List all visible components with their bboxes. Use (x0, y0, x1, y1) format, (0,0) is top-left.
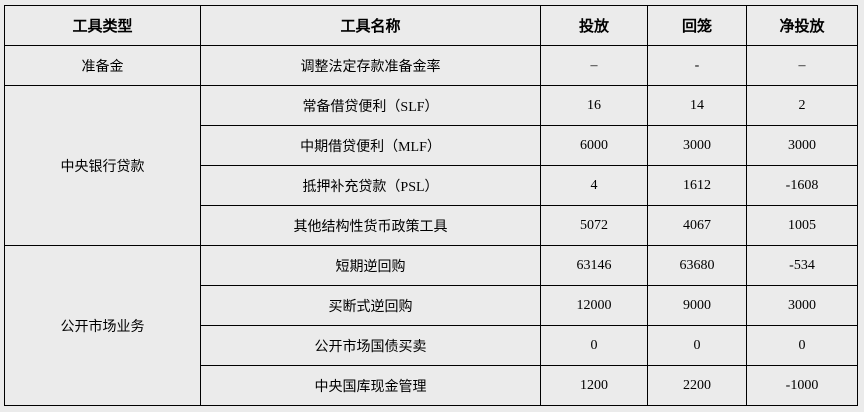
tool-name-cell: 抵押补充贷款（PSL） (200, 165, 541, 206)
net-cell: 0 (746, 325, 858, 366)
table-row: 抵押补充贷款（PSL） 4 1612 -1608 (5, 165, 858, 206)
table-row: 公开市场国债买卖 0 0 0 (5, 325, 858, 366)
tool-name-cell: 中央国库现金管理 (200, 365, 541, 406)
tool-name-cell: 其他结构性货币政策工具 (200, 205, 541, 246)
withdraw-cell: 9000 (647, 285, 747, 326)
header-row: 工具类型 工具名称 投放 回笼 净投放 (4, 5, 858, 46)
tool-name-cell: 公开市场国债买卖 (200, 325, 541, 366)
header-withdraw: 回笼 (647, 5, 747, 46)
withdraw-cell: 4067 (647, 205, 747, 246)
tool-name-cell: 常备借贷便利（SLF） (200, 85, 541, 126)
net-cell: 3000 (746, 125, 858, 166)
table-row: 中央银行贷款 常备借贷便利（SLF） 16 14 2 (4, 85, 858, 246)
put-cell: 12000 (540, 285, 648, 326)
withdraw-cell: 0 (647, 325, 747, 366)
net-cell: 1005 (746, 205, 858, 246)
put-cell: 63146 (540, 245, 648, 286)
table-row: 中央国库现金管理 1200 2200 -1000 (5, 365, 858, 406)
put-cell: 6000 (540, 125, 648, 166)
table-row: 其他结构性货币政策工具 5072 4067 1005 (5, 205, 858, 246)
policy-tools-table: 工具类型 工具名称 投放 回笼 净投放 准备金 调整法定存款准备金率 – - – 中央银行… (4, 5, 858, 406)
put-cell: 1200 (540, 365, 648, 406)
net-cell: -534 (746, 245, 858, 286)
put-cell: 0 (540, 325, 648, 366)
put-cell: 16 (540, 85, 648, 126)
header-tool-name: 工具名称 (200, 5, 541, 46)
withdraw-cell: 3000 (647, 125, 747, 166)
table-row: 准备金 调整法定存款准备金率 – - – (4, 45, 858, 86)
tool-name-cell: 中期借贷便利（MLF） (200, 125, 541, 166)
put-cell: 4 (540, 165, 648, 206)
withdraw-cell: 2200 (647, 365, 747, 406)
tool-name-cell: 短期逆回购 (200, 245, 541, 286)
net-cell: 3000 (746, 285, 858, 326)
withdraw-cell: - (647, 45, 747, 86)
net-cell: -1608 (746, 165, 858, 206)
withdraw-cell: 1612 (647, 165, 747, 206)
tool-type-cell: 准备金 (4, 45, 201, 86)
put-cell: 5072 (540, 205, 648, 246)
table-row: 公开市场业务 短期逆回购 63146 63680 -534 (4, 245, 858, 406)
header-net: 净投放 (746, 5, 858, 46)
put-cell: – (540, 45, 648, 86)
net-cell: -1000 (746, 365, 858, 406)
withdraw-cell: 63680 (647, 245, 747, 286)
tool-type-cell: 中央银行贷款 (4, 85, 201, 246)
header-put: 投放 (540, 5, 648, 46)
tool-name-cell: 调整法定存款准备金率 (200, 45, 541, 86)
table-row: 中期借贷便利（MLF） 6000 3000 3000 (5, 125, 858, 166)
header-tool-type: 工具类型 (4, 5, 201, 46)
net-cell: – (746, 45, 858, 86)
tool-name-cell: 买断式逆回购 (200, 285, 541, 326)
tool-type-cell: 公开市场业务 (4, 245, 201, 406)
net-cell: 2 (746, 85, 858, 126)
withdraw-cell: 14 (647, 85, 747, 126)
